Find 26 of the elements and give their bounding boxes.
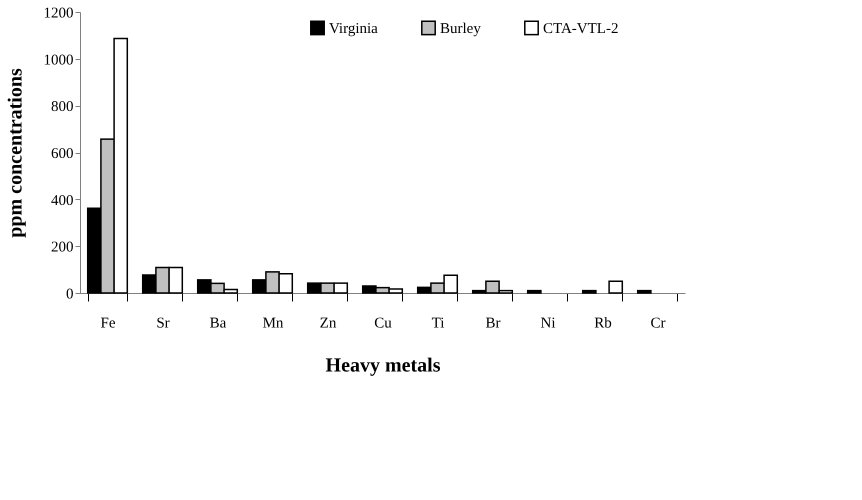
x-axis-title: Heavy metals bbox=[326, 354, 441, 376]
legend-label: Burley bbox=[440, 20, 482, 37]
x-tick-label: Ni bbox=[540, 316, 556, 332]
x-tick-label: Rb bbox=[594, 316, 612, 332]
x-tick-label: Fe bbox=[100, 316, 116, 332]
y-tick-label: 400 bbox=[51, 192, 74, 209]
x-tick-label: Mn bbox=[262, 316, 284, 332]
legend-label: CTA-VTL-2 bbox=[543, 20, 618, 37]
bar bbox=[526, 290, 542, 294]
y-tick-label: 200 bbox=[51, 240, 74, 256]
x-tick-label: Ba bbox=[210, 316, 227, 332]
y-tick-label: 1000 bbox=[44, 52, 74, 68]
y-tick-label: 800 bbox=[51, 99, 74, 116]
x-tick-label: Cu bbox=[374, 316, 392, 332]
x-tick-label: Zn bbox=[320, 316, 337, 332]
bar bbox=[636, 290, 652, 294]
y-tick-label: 600 bbox=[51, 146, 74, 162]
x-tick-label: Ti bbox=[432, 316, 444, 332]
bar bbox=[582, 290, 597, 294]
y-tick-label: 0 bbox=[66, 286, 74, 302]
y-tick-label: 1200 bbox=[44, 6, 74, 22]
y-axis-title: ppm concentrations bbox=[4, 68, 26, 238]
x-tick-label: Sr bbox=[156, 316, 170, 332]
x-tick-label: Cr bbox=[650, 316, 666, 332]
x-tick-label: Br bbox=[486, 316, 501, 332]
legend-label: Virginia bbox=[329, 20, 378, 37]
